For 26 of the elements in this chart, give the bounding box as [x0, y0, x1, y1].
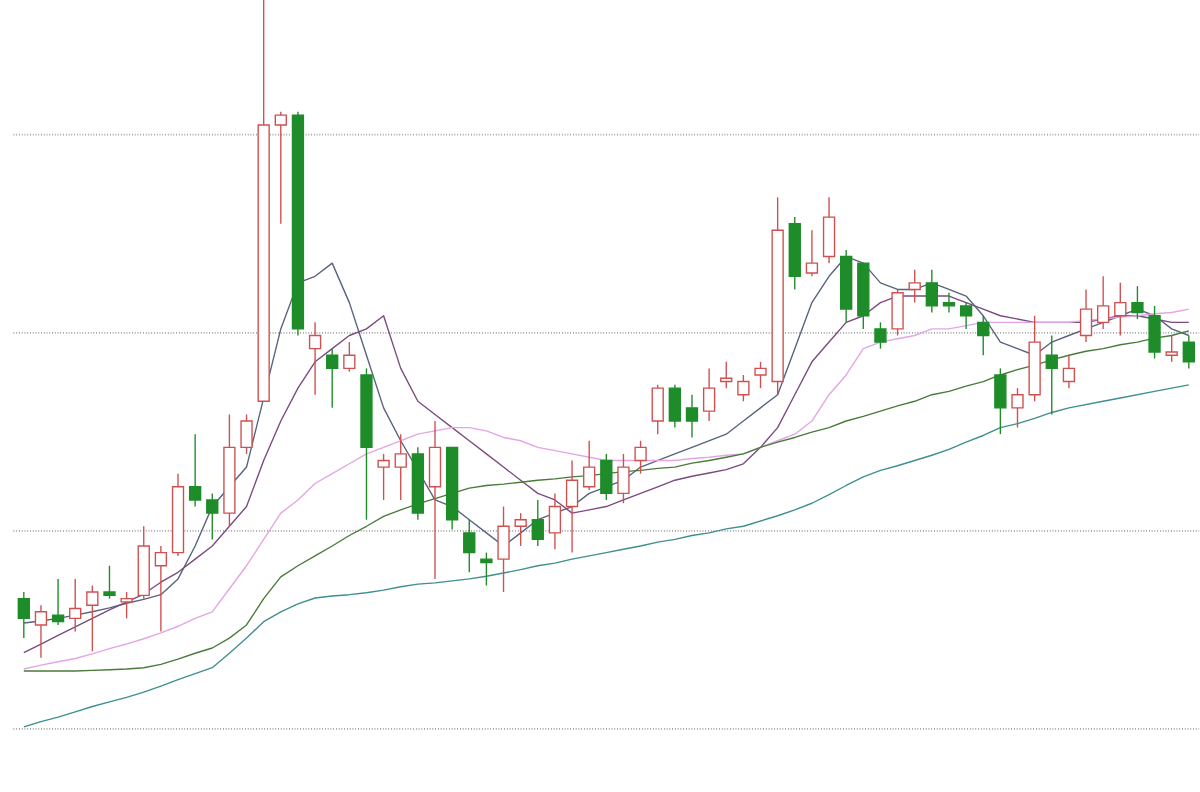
candlestick	[1114, 282, 1127, 337]
candlestick	[840, 249, 853, 323]
candlestick	[394, 433, 407, 501]
candlestick	[1045, 334, 1058, 415]
candlestick	[548, 492, 562, 550]
candlestick	[942, 291, 956, 314]
candlestick	[428, 420, 442, 580]
candlestick	[51, 578, 65, 626]
candlestick	[685, 393, 699, 438]
candlestick	[925, 268, 939, 314]
candlestick	[1182, 334, 1195, 369]
candlestick	[565, 459, 579, 554]
candlestick	[188, 433, 202, 508]
candlestick	[1062, 354, 1076, 389]
candlestick	[1096, 275, 1110, 330]
candlestick	[497, 505, 510, 593]
candlestick	[702, 367, 716, 422]
candlestick	[171, 472, 185, 557]
candlestick	[308, 321, 322, 396]
candlestick	[34, 604, 48, 659]
candlestick	[822, 196, 836, 264]
candlestick	[154, 545, 168, 633]
candlestick	[17, 591, 30, 639]
candlestick	[1079, 288, 1093, 343]
candlestick	[411, 446, 425, 521]
candlestick	[583, 439, 596, 491]
